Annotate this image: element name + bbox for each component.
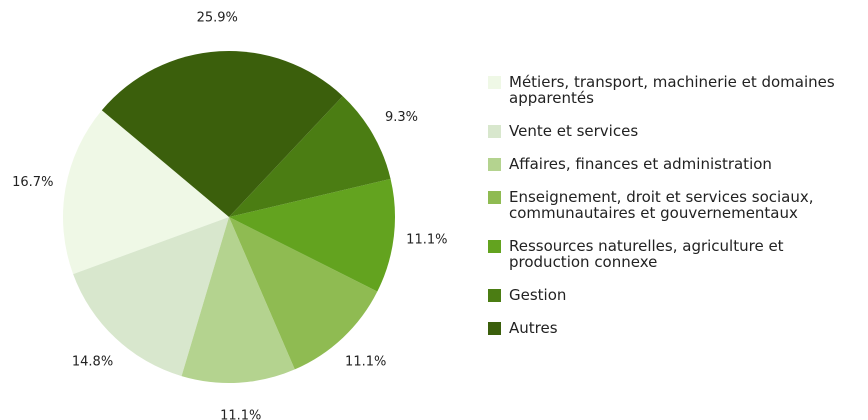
legend-swatch [488, 76, 501, 89]
slice-label: 11.1% [220, 408, 261, 420]
legend-item: Enseignement, droit et services sociaux,… [488, 189, 864, 221]
pie-slice [62, 110, 229, 275]
pie-slice [101, 51, 343, 217]
slice-label: 16.7% [12, 175, 53, 190]
legend-label: Enseignement, droit et services sociaux,… [509, 188, 814, 222]
slice-label: 11.1% [345, 354, 386, 369]
legend-swatch [488, 125, 501, 138]
legend-item: Métiers, transport, machinerie et domain… [488, 74, 864, 106]
legend-item: Gestion [488, 287, 864, 303]
legend: Métiers, transport, machinerie et domain… [488, 74, 864, 336]
pie-slice [181, 217, 295, 383]
pie-slice [229, 96, 391, 217]
legend-item: Ressources naturelles, agriculture et pr… [488, 238, 864, 270]
legend-swatch [488, 289, 501, 302]
legend-swatch [488, 158, 501, 171]
slice-label: 25.9% [197, 11, 238, 26]
legend-label: Autres [509, 319, 558, 337]
slice-label: 9.3% [385, 110, 418, 125]
legend-item: Vente et services [488, 123, 864, 139]
pie-slice [229, 217, 378, 370]
legend-label: Métiers, transport, machinerie et domain… [509, 73, 835, 107]
legend-label: Affaires, finances et administration [509, 155, 772, 173]
legend-item: Autres [488, 320, 864, 336]
legend-swatch [488, 240, 501, 253]
legend-label: Ressources naturelles, agriculture et pr… [509, 237, 784, 271]
slice-label: 11.1% [406, 233, 447, 248]
legend-label: Vente et services [509, 122, 639, 140]
legend-swatch [488, 191, 501, 204]
legend-label: Gestion [509, 286, 567, 304]
pie-slice [73, 217, 229, 377]
pie-slice [229, 178, 395, 292]
slice-label: 14.8% [72, 355, 113, 370]
legend-item: Affaires, finances et administration [488, 156, 864, 172]
legend-swatch [488, 322, 501, 335]
